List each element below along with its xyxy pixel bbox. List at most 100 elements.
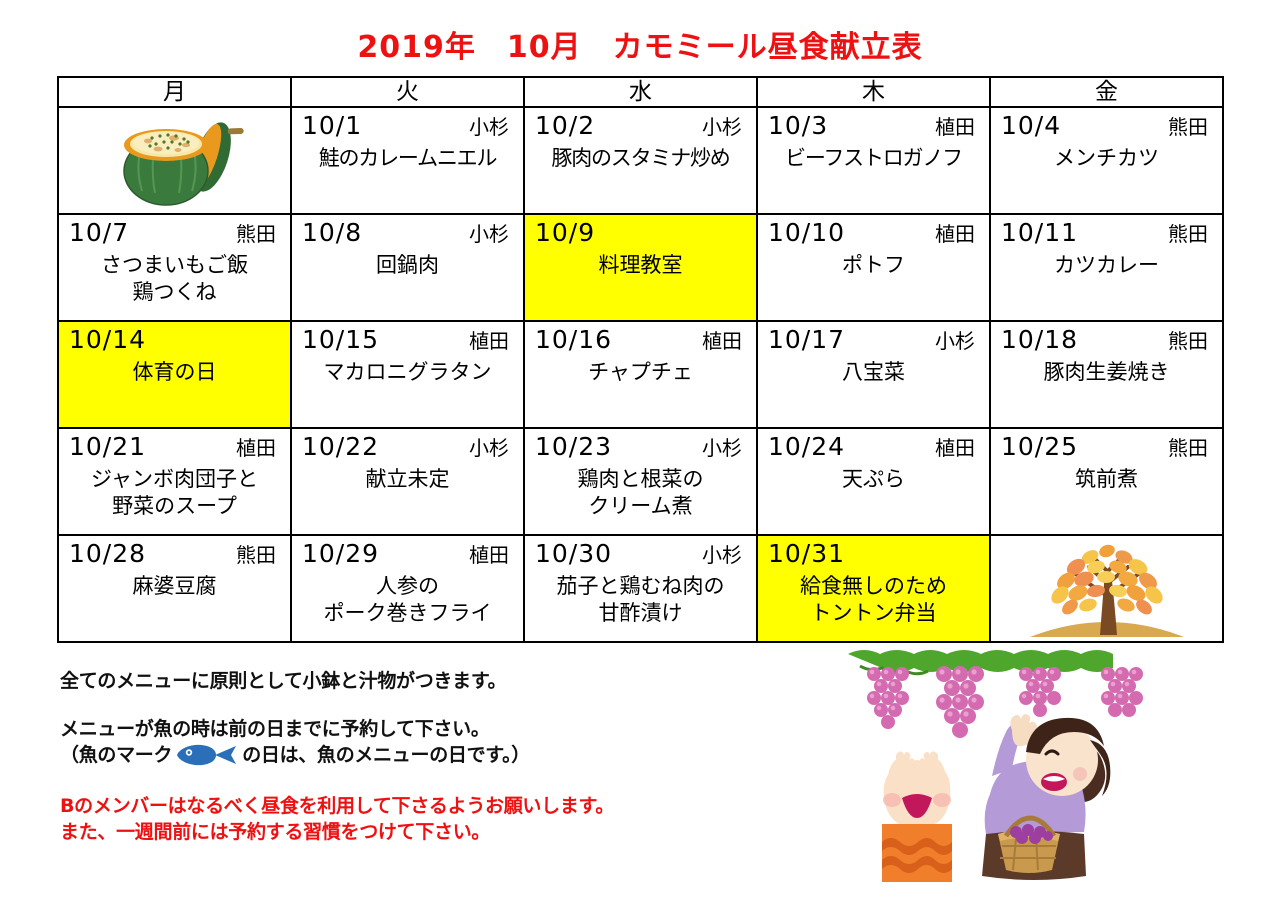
fish-icon bbox=[176, 743, 238, 767]
calendar-day-cell: 10/16 植田チャプチェ bbox=[523, 320, 758, 429]
day-staff-name: 植田 bbox=[935, 222, 975, 246]
calendar-day-cell: 10/23 小杉 鶏肉と根菜の クリーム煮 bbox=[523, 427, 758, 536]
day-menu: 豚肉のスタミナ炒め bbox=[525, 141, 756, 213]
pumpkin-gratin-illustration-graphic bbox=[59, 108, 290, 213]
calendar-week-row: 10/7 熊田 さつまいもご飯 鶏つくね 10/8 小杉 回鍋肉 10/9 料理教室 10/10 植… bbox=[57, 213, 1224, 322]
day-date: 10/1 bbox=[302, 111, 363, 140]
calendar-day-cell: 10/3 植田 ビーフストロガノフ bbox=[756, 106, 991, 215]
day-staff-name: 熊田 bbox=[1168, 436, 1208, 460]
lunch-menu-calendar: 月 火 水 木 金 bbox=[57, 76, 1224, 643]
menu-line: チャプチェ bbox=[588, 360, 693, 384]
calendar-day-cell: 10/31 給食無しのため トントン弁当 bbox=[756, 534, 991, 643]
day-menu: 鮭のカレームニエル bbox=[292, 141, 523, 213]
day-menu: 八宝菜 bbox=[758, 355, 989, 427]
day-staff-name: 小杉 bbox=[702, 543, 742, 567]
menu-line: 鶏つくね bbox=[132, 280, 217, 304]
note-line-3-suffix: の日は、魚のメニューの日です。） bbox=[242, 744, 531, 766]
weekday-header-fri: 金 bbox=[989, 76, 1224, 108]
day-menu: 筑前煮 bbox=[991, 462, 1222, 534]
calendar-day-cell: 10/18 熊田 豚肉生姜焼き bbox=[989, 320, 1224, 429]
calendar-week-row: 10/14 体育の日 10/15 植田 マカロニグラタン 10/16 植田 チャプチェ 10/1… bbox=[57, 320, 1224, 429]
day-menu: 天ぷら bbox=[758, 462, 989, 534]
menu-line: 八宝菜 bbox=[842, 360, 905, 384]
day-menu: ジャンボ肉団子と 野菜のスープ bbox=[59, 462, 290, 534]
day-cell-inner: 10/28 熊田 麻婆豆腐 bbox=[59, 536, 290, 641]
day-date: 10/14 bbox=[69, 325, 147, 354]
day-date: 10/7 bbox=[69, 218, 130, 247]
menu-line: 豚肉のスタミナ炒め bbox=[551, 146, 730, 170]
day-date: 10/23 bbox=[535, 432, 613, 461]
day-cell-inner: 10/11 熊田 カツカレー bbox=[991, 215, 1222, 320]
footer-notes: 全てのメニューに原則として小鉢と汁物がつきます。 メニューが魚の時は前の日までに… bbox=[60, 668, 840, 768]
day-staff-name: 植田 bbox=[236, 436, 276, 460]
menu-line: 回鍋肉 bbox=[376, 253, 439, 277]
day-cell-header: 10/4 熊田 bbox=[991, 111, 1222, 141]
day-menu: 鶏肉と根菜の クリーム煮 bbox=[525, 462, 756, 534]
day-date: 10/10 bbox=[768, 218, 846, 247]
menu-line: 筑前煮 bbox=[1075, 467, 1138, 491]
calendar-day-cell: 10/24 植田天ぷら bbox=[756, 427, 991, 536]
menu-line: ジャンボ肉団子と bbox=[91, 467, 258, 491]
day-cell-inner: 10/15 植田 マカロニグラタン bbox=[292, 322, 523, 427]
autumn-tree-illustration-graphic bbox=[991, 536, 1222, 641]
day-cell-inner: 10/4 熊田 メンチカツ bbox=[991, 108, 1222, 213]
menu-line: 料理教室 bbox=[598, 253, 683, 277]
day-cell-header: 10/21 植田 bbox=[59, 432, 290, 462]
day-cell-header: 10/23 小杉 bbox=[525, 432, 756, 462]
day-cell-header: 10/1 小杉 bbox=[292, 111, 523, 141]
weekday-header-tue: 火 bbox=[290, 76, 525, 108]
day-date: 10/30 bbox=[535, 539, 613, 568]
day-cell-header: 10/16 植田 bbox=[525, 325, 756, 355]
note-line-1: 全てのメニューに原則として小鉢と汁物がつきます。 bbox=[60, 670, 507, 692]
menu-line: ポトフ bbox=[842, 253, 905, 277]
weekday-header-thu: 木 bbox=[756, 76, 991, 108]
calendar-day-cell: 10/22 小杉 献立未定 bbox=[290, 427, 525, 536]
day-menu: 豚肉生姜焼き bbox=[991, 355, 1222, 427]
menu-line: 天ぷら bbox=[842, 467, 905, 491]
day-menu: 体育の日 bbox=[59, 355, 290, 427]
menu-line: ポーク巻きフライ bbox=[323, 601, 492, 625]
menu-line: 体育の日 bbox=[132, 360, 217, 384]
note-line-3: （魚のマーク の日は、魚のメニューの日です。） bbox=[60, 742, 840, 768]
day-cell-inner: 10/8 小杉 回鍋肉 bbox=[292, 215, 523, 320]
day-date: 10/11 bbox=[1001, 218, 1079, 247]
day-staff-name: 熊田 bbox=[1168, 115, 1208, 139]
day-cell-inner: 10/31 給食無しのため トントン弁当 bbox=[758, 536, 989, 641]
day-date: 10/28 bbox=[69, 539, 147, 568]
day-cell-inner: 10/3 植田 ビーフストロガノフ bbox=[758, 108, 989, 213]
day-cell-header: 10/24 植田 bbox=[758, 432, 989, 462]
calendar-day-cell: 10/4 熊田 メンチカツ bbox=[989, 106, 1224, 215]
day-cell-inner: 10/1 小杉鮭のカレームニエル bbox=[292, 108, 523, 213]
day-date: 10/25 bbox=[1001, 432, 1079, 461]
weekday-header-row: 月 火 水 木 金 bbox=[57, 76, 1224, 108]
day-cell-inner: 10/7 熊田さつまいもご飯 鶏つくね bbox=[59, 215, 290, 320]
day-date: 10/9 bbox=[535, 218, 596, 247]
day-staff-name: 小杉 bbox=[702, 436, 742, 460]
day-staff-name: 熊田 bbox=[236, 543, 276, 567]
page-title: 2019年 10月 カモミール昼食献立表 bbox=[357, 30, 923, 65]
calendar-day-cell: 10/11 熊田 カツカレー bbox=[989, 213, 1224, 322]
day-staff-name: 植田 bbox=[702, 329, 742, 353]
calendar-day-cell: 10/1 小杉鮭のカレームニエル bbox=[290, 106, 525, 215]
menu-line: 鮭のカレームニエル bbox=[318, 146, 498, 170]
day-staff-name: 小杉 bbox=[702, 115, 742, 139]
day-menu: 回鍋肉 bbox=[292, 248, 523, 320]
day-menu: マカロニグラタン bbox=[292, 355, 523, 427]
day-staff-name: 小杉 bbox=[469, 222, 509, 246]
day-cell-inner: 10/24 植田天ぷら bbox=[758, 429, 989, 534]
menu-line: 給食無しのため bbox=[800, 574, 947, 598]
day-date: 10/17 bbox=[768, 325, 846, 354]
day-cell-header: 10/31 bbox=[758, 539, 989, 569]
day-cell-header: 10/7 熊田 bbox=[59, 218, 290, 248]
calendar-day-cell: 10/15 植田 マカロニグラタン bbox=[290, 320, 525, 429]
day-cell-inner: 10/18 熊田 豚肉生姜焼き bbox=[991, 322, 1222, 427]
day-staff-name: 熊田 bbox=[1168, 222, 1208, 246]
calendar-day-cell: 10/30 小杉 茄子と鶏むね肉の 甘酢漬け bbox=[523, 534, 758, 643]
day-cell-inner: 10/25 熊田筑前煮 bbox=[991, 429, 1222, 534]
day-menu: ビーフストロガノフ bbox=[758, 141, 989, 213]
menu-line: さつまいもご飯 bbox=[101, 253, 248, 277]
day-date: 10/31 bbox=[768, 539, 846, 568]
pumpkin-gratin-illustration bbox=[57, 106, 292, 215]
day-cell-inner: 10/10 植田ポトフ bbox=[758, 215, 989, 320]
menu-line: 献立未定 bbox=[365, 467, 450, 491]
